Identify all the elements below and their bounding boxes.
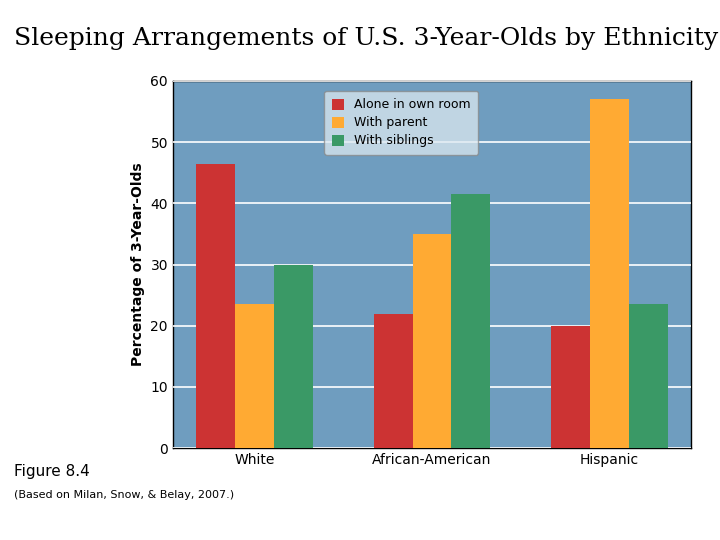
Text: Copyright © 2016 Laura E. Berk. All Rights Reserved.: Copyright © 2016 Laura E. Berk. All Righ… <box>14 515 330 528</box>
Text: Figure 8.4: Figure 8.4 <box>14 464 90 479</box>
Bar <box>374 314 413 448</box>
Bar <box>197 164 235 448</box>
Bar <box>413 234 451 448</box>
Bar <box>235 305 274 448</box>
Bar <box>590 99 629 448</box>
Bar <box>274 265 313 448</box>
Legend: Alone in own room, With parent, With siblings: Alone in own room, With parent, With sib… <box>324 91 478 155</box>
Text: Sleeping Arrangements of U.S. 3-Year-Olds by Ethnicity: Sleeping Arrangements of U.S. 3-Year-Old… <box>14 27 719 50</box>
Bar <box>551 326 590 448</box>
Text: PEARSON: PEARSON <box>601 512 706 531</box>
Bar <box>629 305 667 448</box>
Text: (Based on Milan, Snow, & Belay, 2007.): (Based on Milan, Snow, & Belay, 2007.) <box>14 489 235 500</box>
Bar <box>451 194 490 448</box>
Y-axis label: Percentage of 3-Year-Olds: Percentage of 3-Year-Olds <box>131 163 145 367</box>
